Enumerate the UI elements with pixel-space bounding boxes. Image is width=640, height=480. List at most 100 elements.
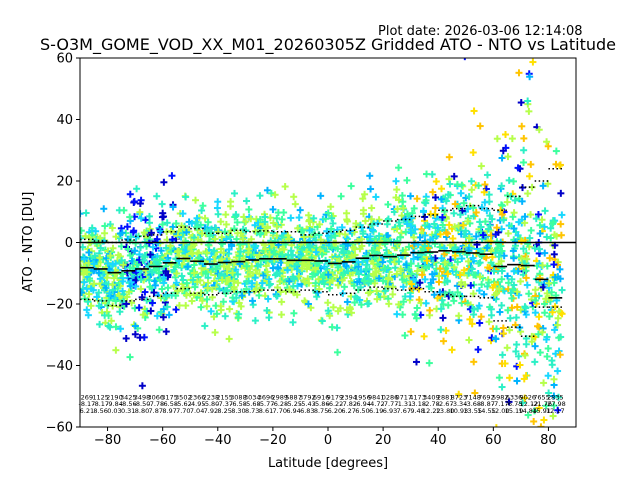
scatter-point	[203, 302, 211, 310]
scatter-point	[156, 227, 164, 235]
scatter-point	[186, 290, 194, 298]
scatter-point	[188, 297, 196, 305]
scatter-point	[557, 220, 565, 228]
scatter-point	[234, 314, 242, 322]
scatter-point	[160, 178, 168, 186]
scatter-point	[211, 265, 219, 273]
scatter-point	[359, 230, 367, 238]
scatter-point	[140, 256, 148, 264]
scatter-point	[328, 244, 336, 252]
scatter-point	[153, 235, 161, 243]
scatter-point	[126, 251, 134, 259]
scatter-point	[332, 239, 340, 247]
y-tick-label: 60	[56, 52, 73, 67]
scatter-point	[422, 299, 430, 307]
scatter-point	[289, 318, 297, 326]
scatter-point	[278, 298, 286, 306]
scatter-point	[263, 268, 271, 276]
scatter-point	[317, 192, 325, 200]
scatter-point	[195, 254, 203, 262]
scatter-point	[375, 216, 383, 224]
scatter-point	[337, 192, 345, 200]
scatter-point	[172, 306, 180, 314]
scatter-point	[343, 298, 351, 306]
scatter-point	[319, 249, 327, 257]
scatter-point	[550, 250, 558, 258]
scatter-point	[277, 288, 285, 296]
scatter-point	[220, 262, 228, 270]
scatter-point	[305, 279, 313, 287]
scatter-point	[524, 190, 532, 198]
scatter-point	[295, 214, 303, 222]
scatter-point	[273, 222, 281, 230]
scatter-point	[319, 277, 327, 285]
scatter-point	[262, 245, 270, 253]
scatter-point	[126, 190, 134, 198]
scatter-point	[138, 382, 146, 390]
scatter-point	[315, 275, 323, 283]
scatter-point	[513, 341, 521, 349]
scatter-point	[420, 332, 428, 340]
scatter-point	[204, 284, 212, 292]
scatter-point	[95, 302, 103, 310]
scatter-point	[182, 193, 190, 201]
x-tick-label: −80	[94, 433, 121, 448]
scatter-point	[304, 300, 312, 308]
scatter-point	[517, 99, 525, 107]
scatter-point	[521, 436, 528, 443]
scatter-point	[347, 182, 355, 190]
scatter-point	[344, 267, 352, 275]
scatter-point	[334, 281, 342, 289]
scatter-point	[102, 284, 110, 292]
scatter-point	[512, 314, 520, 322]
scatter-point	[211, 235, 219, 243]
scatter-point	[86, 277, 94, 285]
scatter-point	[438, 185, 446, 193]
scatter-point	[198, 206, 206, 214]
scatter-point	[265, 275, 273, 283]
scatter-point	[118, 256, 126, 264]
scatter-point	[112, 346, 120, 354]
scatter-point	[328, 323, 336, 331]
scatter-point	[226, 233, 234, 241]
x-axis: −80 −60 −40 −20 0 20 40 60 80	[94, 427, 557, 448]
scatter-point	[303, 248, 311, 256]
scatter-point	[324, 299, 332, 307]
scatter-point	[96, 234, 104, 242]
scatter-point	[112, 297, 120, 305]
scatter-point	[130, 227, 138, 235]
scatter-point	[125, 288, 133, 296]
scatter-point	[446, 180, 454, 188]
scatter-point	[360, 277, 368, 285]
scatter-point	[89, 286, 97, 294]
scatter-point	[190, 269, 198, 277]
scatter-point	[220, 272, 228, 280]
scatter-point	[543, 233, 551, 241]
scatter-point	[385, 300, 393, 308]
scatter-point	[485, 318, 493, 326]
x-tick-label: 80	[540, 433, 557, 448]
scatter-point	[251, 244, 259, 252]
scatter-point	[298, 226, 306, 234]
scatter-point	[343, 306, 351, 314]
scatter-point	[496, 308, 504, 316]
scatter-point	[475, 287, 483, 295]
scatter-point	[505, 176, 513, 184]
scatter-point	[230, 277, 238, 285]
scatter-point	[331, 232, 339, 240]
scatter-point	[413, 304, 421, 312]
scatter-point	[156, 256, 164, 264]
scatter-point	[342, 240, 350, 248]
scatter-point	[406, 292, 414, 300]
scatter-point	[375, 274, 383, 282]
scatter-point	[232, 294, 240, 302]
scatter-point	[162, 292, 170, 300]
scatter-point	[492, 424, 500, 427]
scatter-point	[230, 189, 238, 197]
scatter-point	[249, 297, 257, 305]
scatter-point	[557, 231, 565, 239]
scatter-point	[178, 222, 186, 230]
scatter-point	[285, 277, 293, 285]
scatter-point	[188, 219, 196, 227]
